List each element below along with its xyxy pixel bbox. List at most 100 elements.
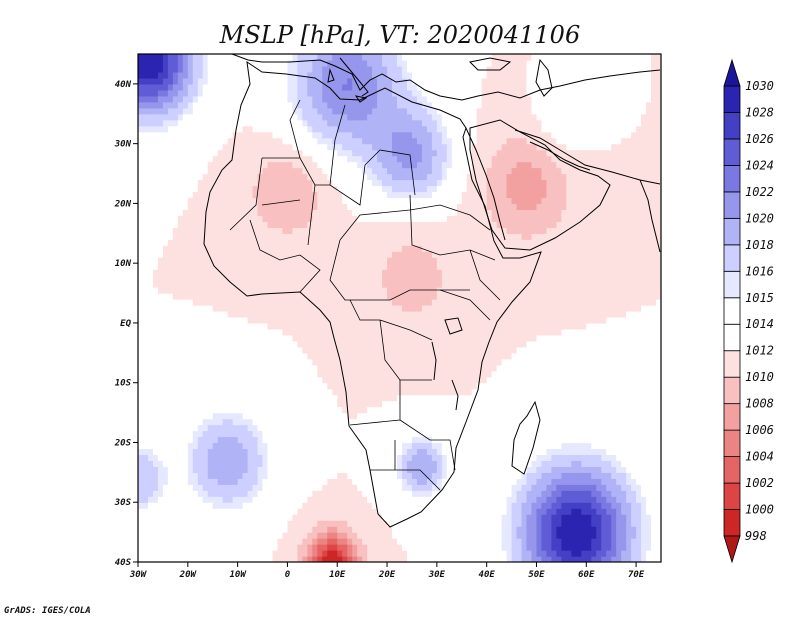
pressure-cell [177,478,184,485]
pressure-cell [372,418,378,426]
pressure-cell [152,83,159,91]
pressure-cell [302,221,308,228]
pressure-cell [207,382,214,390]
pressure-cell [157,430,164,438]
pressure-cell [142,209,149,216]
pressure-cell [237,125,244,133]
pressure-cell [257,233,264,240]
pressure-cell [392,538,398,545]
pressure-cell [327,412,333,420]
pressure-cell [187,281,194,288]
pressure-cell [172,502,179,509]
pressure-cell [357,388,363,396]
pressure-cell [152,161,159,169]
pressure-cell [367,95,373,103]
pressure-cell [257,508,264,515]
pressure-cell [387,95,393,103]
pressure-cell [302,125,308,133]
pressure-cell [416,454,423,461]
pressure-cell [327,484,333,491]
pressure-cell [342,155,348,163]
pressure-cell [262,119,269,127]
pressure-cell [182,131,189,139]
pressure-cell [421,478,428,485]
pressure-cell [342,65,348,73]
pressure-cell [237,364,244,372]
pressure-cell [342,233,348,240]
pressure-cell [421,77,428,85]
pressure-cell [232,316,239,324]
pressure-cell [142,430,149,438]
pressure-cell [367,131,373,139]
pressure-cell [217,143,224,151]
pressure-cell [157,526,164,533]
pressure-cell [322,161,328,169]
pressure-cell [421,556,428,562]
pressure-cell [138,161,144,169]
pressure-cell [287,59,294,67]
pressure-cell [157,418,164,426]
pressure-cell [392,514,398,521]
pressure-cell [167,257,174,264]
pressure-cell [207,520,214,527]
pressure-cell [307,340,313,348]
pressure-cell [247,59,254,67]
pressure-cell [207,496,214,503]
pressure-cell [192,125,199,133]
pressure-cell [332,322,338,330]
pressure-cell [162,346,169,354]
pressure-cell [182,179,189,187]
pressure-cell [237,358,244,366]
pressure-cell [252,299,259,306]
pressure-cell [227,287,234,294]
pressure-cell [406,113,413,121]
pressure-cell [297,233,303,240]
pressure-cell [172,322,179,330]
pressure-cell [411,65,418,73]
pressure-cell [212,83,219,91]
pressure-cell [252,269,259,276]
pressure-cell [242,263,249,270]
pressure-cell [411,556,418,562]
pressure-cell [332,227,338,234]
pressure-cell [327,346,333,354]
pressure-cell [167,508,174,515]
pressure-cell [138,221,144,228]
pressure-cell [367,520,373,527]
pressure-cell [416,394,423,402]
pressure-cell [337,526,343,533]
pressure-cell [426,310,433,318]
pressure-cell [367,412,373,420]
pressure-cell [277,388,284,396]
pressure-cell [197,538,204,545]
pressure-cell [217,460,224,467]
pressure-cell [172,137,179,145]
pressure-cell [252,161,259,169]
pressure-cell [197,454,204,461]
pressure-cell [352,203,358,210]
pressure-cell [232,382,239,390]
pressure-cell [182,203,189,210]
pressure-cell [377,203,383,210]
pressure-cell [421,239,428,246]
pressure-cell [377,305,383,312]
pressure-cell [192,203,199,210]
pressure-cell [297,346,303,354]
pressure-cell [337,125,343,133]
pressure-cell [262,454,269,461]
pressure-cell [277,221,284,228]
pressure-cell [242,95,249,103]
pressure-cell [287,95,294,103]
pressure-cell [192,472,199,479]
pressure-cell [232,65,239,73]
pressure-cell [377,191,383,199]
pressure-cell [426,502,433,509]
pressure-cell [142,197,149,205]
pressure-cell [177,340,184,348]
pressure-cell [342,370,348,378]
pressure-cell [362,478,368,485]
pressure-cell [307,263,313,270]
pressure-cell [147,334,154,342]
pressure-cell [147,310,154,318]
pressure-cell [377,179,383,187]
